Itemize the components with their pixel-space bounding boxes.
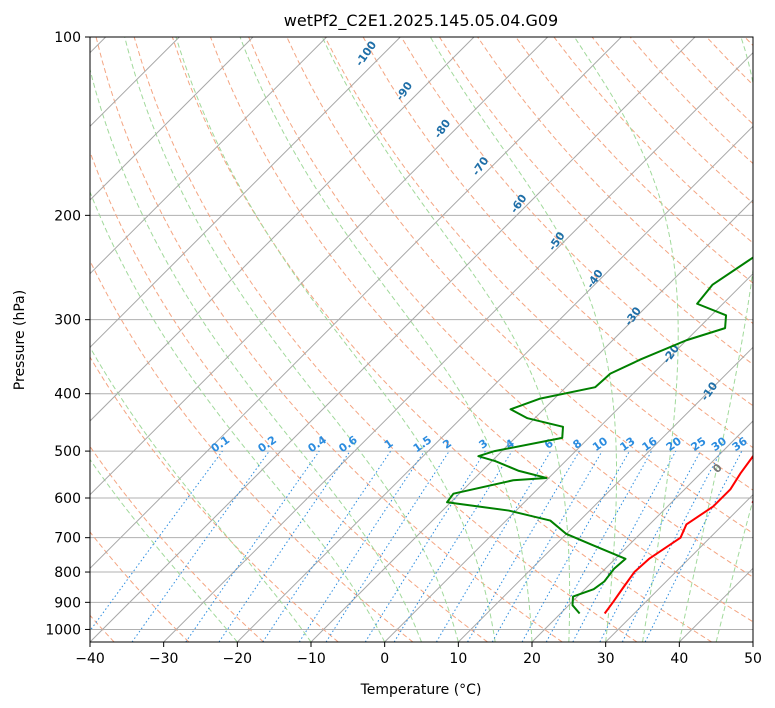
- dry-adiabat: [90, 150, 488, 642]
- x-tick-label: 50: [744, 651, 762, 667]
- x-tick-label: 30: [597, 651, 615, 667]
- mixing-ratio-line: [131, 450, 270, 642]
- y-tick-label: 700: [54, 531, 81, 547]
- mixing-ratio-line: [325, 450, 450, 642]
- x-tick-label: 10: [449, 651, 467, 667]
- mixing-ratio-line: [298, 450, 425, 642]
- x-tick-label: −10: [296, 651, 326, 667]
- mixing-ratio-line: [644, 450, 743, 642]
- y-tick-label: 1000: [45, 622, 81, 638]
- isotherm: [90, 37, 549, 496]
- mixing-ratio-line: [262, 450, 392, 642]
- y-tick-label: 400: [54, 387, 81, 403]
- dry-adiabat: [210, 37, 753, 623]
- x-tick-label: 0: [380, 651, 389, 667]
- dry-adiabat: [171, 37, 712, 642]
- moist-adiabat: [239, 37, 533, 642]
- mixing-ratio-line: [90, 450, 223, 632]
- dry-adiabat: [400, 37, 753, 407]
- moist-adiabat: [90, 458, 238, 642]
- isotherm: [90, 37, 622, 570]
- y-tick-label: 100: [54, 30, 81, 46]
- mixing-ratio-line: [545, 450, 653, 642]
- dry-adiabat: [90, 356, 339, 642]
- x-tick-label: −40: [75, 651, 105, 667]
- temperature-profile: [603, 454, 753, 615]
- plot-frame: [89, 36, 754, 643]
- background-lines: [90, 37, 753, 642]
- dry-adiabat: [133, 37, 638, 642]
- moist-adiabat: [321, 37, 571, 642]
- moist-adiabat: [90, 190, 386, 642]
- isotherm: [310, 199, 753, 642]
- isotherm: [531, 420, 753, 642]
- plot-area: [90, 37, 753, 642]
- mixing-ratio-line: [393, 450, 513, 642]
- dry-adiabat: [439, 37, 753, 366]
- dry-adiabat: [90, 531, 190, 642]
- moist-adiabat: [429, 37, 618, 642]
- moist-adiabat: [175, 37, 496, 642]
- x-tick-label: −30: [149, 651, 179, 667]
- isotherm: [457, 346, 753, 642]
- dry-adiabat: [248, 37, 753, 578]
- mixing-ratio-line: [185, 450, 320, 642]
- isotherm: [236, 125, 753, 642]
- dry-adiabat: [324, 37, 753, 491]
- moist-adiabat: [124, 37, 459, 642]
- moist-adiabat: [678, 37, 753, 642]
- moist-adiabat: [715, 498, 753, 642]
- y-axis-ticks: 1000 900 800 700 600 500 400 300 200 100: [45, 30, 90, 638]
- mixing-ratio-line: [572, 450, 677, 642]
- dry-adiabat: [90, 445, 264, 642]
- x-tick-label: 40: [670, 651, 688, 667]
- y-axis-label: Pressure (hPa): [12, 290, 28, 390]
- y-tick-label: 200: [54, 208, 81, 224]
- isotherm: [163, 51, 753, 642]
- x-tick-label: 20: [523, 651, 541, 667]
- isotherm: [90, 37, 696, 642]
- sounding-profiles: [446, 256, 753, 615]
- dewpoint-profile: [446, 256, 753, 615]
- y-tick-label: 300: [54, 313, 81, 329]
- isotherm: [90, 37, 328, 275]
- dry-adiabat: [515, 37, 753, 284]
- isotherm: [90, 37, 475, 422]
- x-axis-label: Temperature (°C): [360, 682, 482, 698]
- isotherm: [90, 37, 254, 201]
- moist-adiabat: [90, 67, 422, 642]
- isotherm: [605, 493, 753, 642]
- y-tick-label: 800: [54, 565, 81, 581]
- mixing-ratio-line: [521, 450, 630, 642]
- y-tick-label: 900: [54, 595, 81, 611]
- mixing-ratio-line: [218, 450, 351, 642]
- chart-title: wetPf2_C2E1.2025.145.05.04.G09: [284, 11, 558, 31]
- dry-adiabat: [95, 37, 563, 642]
- x-axis-ticks: −40 −30 −20 −10 0 10 20 30 40 50: [75, 642, 762, 667]
- isotherm: [90, 37, 401, 349]
- x-tick-label: −20: [223, 651, 253, 667]
- y-tick-label: 500: [54, 444, 81, 460]
- y-tick-label: 600: [54, 491, 81, 507]
- dry-adiabat-label: 10: [749, 490, 769, 510]
- moist-adiabat: [574, 37, 679, 642]
